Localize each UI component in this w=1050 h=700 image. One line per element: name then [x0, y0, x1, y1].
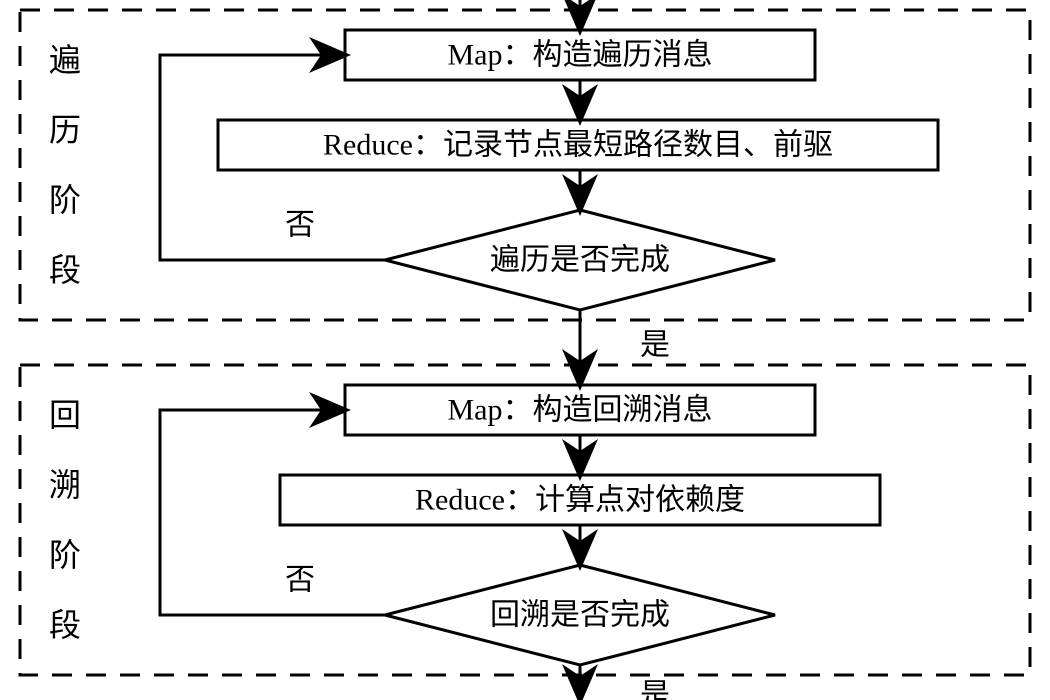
condition-yes-label: 是	[640, 329, 670, 362]
phase-label-char: 阶	[49, 537, 81, 573]
reduce-box-label: Reduce：记录节点最短路径数目、前驱	[323, 129, 833, 162]
decision-label: 回溯是否完成	[490, 599, 670, 632]
condition-no-label: 否	[285, 209, 315, 242]
decision-label: 遍历是否完成	[490, 244, 670, 277]
flowchart-diagram: 遍历阶段Map：构造遍历消息Reduce：记录节点最短路径数目、前驱遍历是否完成…	[0, 0, 1050, 700]
phase-label-char: 溯	[49, 467, 81, 503]
phase-label-char: 阶	[49, 182, 81, 218]
condition-yes-label: 是	[640, 679, 670, 700]
phase-label-char: 段	[49, 607, 81, 643]
reduce-box-label: Reduce：计算点对依赖度	[415, 484, 745, 517]
map-box-label: Map：构造遍历消息	[448, 39, 713, 72]
phase-label-char: 历	[49, 112, 81, 148]
condition-no-label: 否	[285, 564, 315, 597]
phase-label-char: 遍	[49, 42, 81, 78]
phase-label-char: 段	[49, 252, 81, 288]
phase-label-char: 回	[49, 397, 81, 433]
map-box-label: Map：构造回溯消息	[448, 394, 713, 427]
